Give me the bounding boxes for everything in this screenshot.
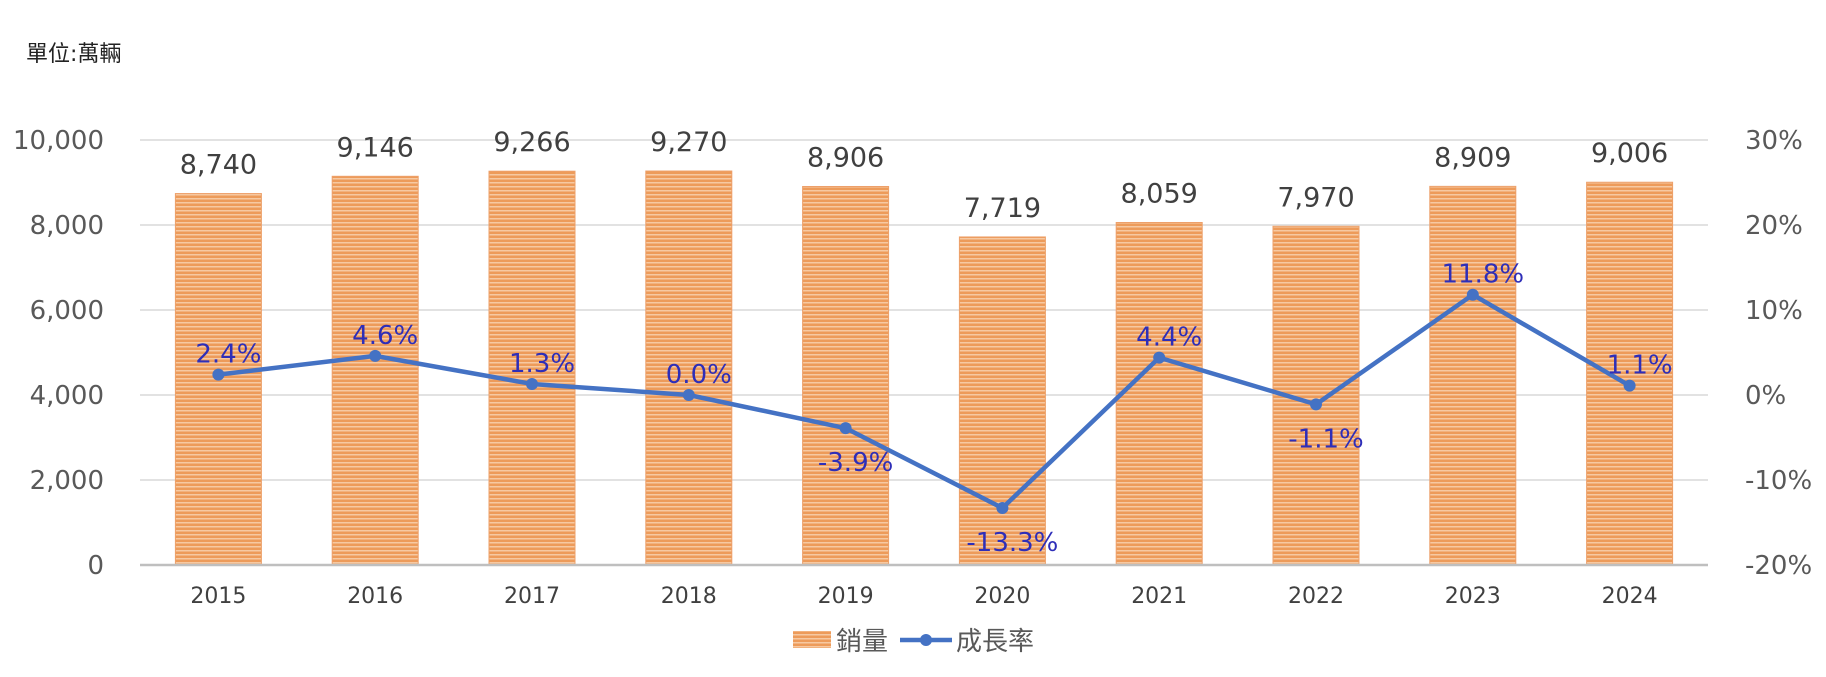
y-left-tick-label: 6,000 xyxy=(30,296,104,326)
growth-point xyxy=(526,377,538,390)
growth-value-label: 2.4% xyxy=(195,340,261,370)
growth-point xyxy=(1623,379,1636,392)
y-left-tick-label: 0 xyxy=(87,551,104,581)
growth-point xyxy=(1466,288,1479,301)
legend-layer: 銷量 成長率 xyxy=(793,627,1034,657)
bar xyxy=(645,170,733,566)
legend-bar-swatch xyxy=(793,631,831,648)
x-tick-label: 2017 xyxy=(504,584,560,609)
legend-line-label: 成長率 xyxy=(956,627,1034,657)
bar xyxy=(1272,225,1360,566)
bar-value-label: 8,740 xyxy=(180,150,257,181)
y-left-tick-label: 2,000 xyxy=(30,466,104,496)
growth-point xyxy=(996,502,1009,515)
bar xyxy=(1429,185,1517,566)
y-right-tick-label: 20% xyxy=(1745,211,1803,241)
growth-line xyxy=(218,292,1631,511)
y-left-tick-label: 4,000 xyxy=(30,381,104,411)
x-tick-label: 2018 xyxy=(661,584,717,609)
x-tick-label: 2016 xyxy=(347,584,403,609)
y-right-tick-label: 10% xyxy=(1745,296,1803,326)
bar-value-label: 8,059 xyxy=(1121,178,1198,209)
bar-value-label: 9,146 xyxy=(337,132,414,163)
bar-layer xyxy=(174,170,1674,566)
x-tick-label: 2021 xyxy=(1131,584,1187,609)
growth-point xyxy=(212,368,225,381)
legend-bar-label: 銷量 xyxy=(836,627,888,657)
y-right-tick-label: -10% xyxy=(1745,466,1812,496)
growth-point xyxy=(839,422,852,435)
growth-point xyxy=(1153,351,1166,364)
growth-value-label: 11.8% xyxy=(1441,260,1524,290)
bar xyxy=(1115,221,1203,566)
x-tick-label: 2022 xyxy=(1288,584,1344,609)
y-left-tick-label: 10,000 xyxy=(13,126,104,156)
x-tick-label: 2019 xyxy=(818,584,874,609)
bar-value-label: 7,970 xyxy=(1277,182,1354,213)
unit-label: 單位:萬輛 xyxy=(26,42,122,67)
y-right-tick-label: 0% xyxy=(1745,381,1786,411)
label-layer: 8,740 9,146 9,266 9,270 8,906 7,719 8,059 7,970… xyxy=(180,127,1673,558)
bar-value-label: 8,909 xyxy=(1434,142,1511,173)
bar-value-label: 8,906 xyxy=(807,142,884,173)
y-right-tick-label: -20% xyxy=(1745,551,1812,581)
bar xyxy=(958,236,1046,566)
bar xyxy=(1586,181,1674,566)
line-layer xyxy=(212,288,1636,515)
axis-layer: 0 -20% 2,000 -10% 4,000 0% 6,000 10% 8,000 20% 10,… xyxy=(13,126,1812,609)
x-tick-label: 2023 xyxy=(1445,584,1501,609)
growth-value-label: 0.0% xyxy=(666,360,732,390)
bar xyxy=(331,175,419,566)
growth-value-label: 1.1% xyxy=(1607,351,1673,381)
bar-value-label: 7,719 xyxy=(964,193,1041,224)
growth-value-label: -3.9% xyxy=(818,448,893,478)
bar-value-label: 9,266 xyxy=(493,127,570,158)
growth-value-label: 4.6% xyxy=(352,321,418,351)
bar-value-label: 9,006 xyxy=(1591,138,1668,169)
growth-value-label: -13.3% xyxy=(966,528,1058,558)
y-left-tick-label: 8,000 xyxy=(30,211,104,241)
x-tick-label: 2024 xyxy=(1602,584,1658,609)
bar xyxy=(488,170,576,566)
growth-point xyxy=(682,389,695,401)
growth-value-label: 4.4% xyxy=(1136,323,1202,353)
legend-line-marker xyxy=(920,634,932,646)
growth-point xyxy=(369,349,382,362)
x-tick-label: 2020 xyxy=(974,584,1030,609)
bar xyxy=(802,185,890,566)
growth-value-label: 1.3% xyxy=(509,349,575,379)
growth-value-label: -1.1% xyxy=(1288,424,1363,454)
bar-value-label: 9,270 xyxy=(650,127,727,158)
x-tick-label: 2015 xyxy=(190,584,246,609)
y-right-tick-label: 30% xyxy=(1745,126,1803,156)
growth-point xyxy=(1310,398,1322,411)
